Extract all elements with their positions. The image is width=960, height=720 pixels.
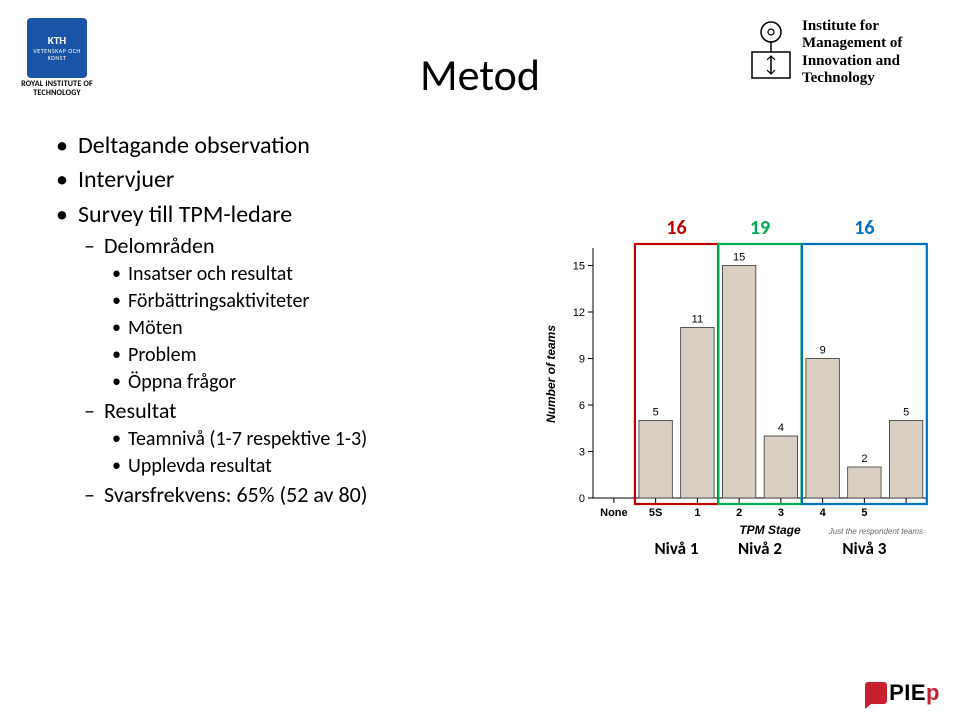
bullet-l3: Förbättringsaktiviteter <box>104 288 496 315</box>
bullet-l3: Problem <box>104 342 496 369</box>
bullet-l1: Survey till TPM-ledare Delområden Insats… <box>56 199 496 509</box>
piep-mark-icon <box>865 682 887 704</box>
svg-text:2: 2 <box>736 507 742 519</box>
svg-text:9: 9 <box>579 354 585 366</box>
tpm-stage-chart: 03691215Number of teamsNone5S12345511154… <box>535 210 935 560</box>
piep-accent: p <box>926 680 940 705</box>
bullet-l3: Upplevda resultat <box>104 453 496 480</box>
svg-text:Just the respondent teams: Just the respondent teams <box>828 527 923 536</box>
svg-text:16: 16 <box>666 216 686 240</box>
svg-text:Nivå 1: Nivå 1 <box>654 538 698 559</box>
svg-text:4: 4 <box>778 422 784 434</box>
svg-text:Nivå 2: Nivå 2 <box>738 538 782 559</box>
bullet-l3: Möten <box>104 315 496 342</box>
svg-text:19: 19 <box>750 216 770 240</box>
svg-text:15: 15 <box>733 252 745 264</box>
svg-text:5: 5 <box>653 407 659 419</box>
page-title: Metod <box>0 48 960 102</box>
svg-text:3: 3 <box>579 447 585 459</box>
svg-text:0: 0 <box>579 493 585 505</box>
bullet-l3: Teamnivå (1-7 respektive 1-3) <box>104 426 496 453</box>
svg-text:16: 16 <box>854 216 874 240</box>
svg-text:11: 11 <box>692 314 703 326</box>
bullet-l3: Insatser och resultat <box>104 261 496 288</box>
bullet-l1: Deltagande observation <box>56 130 496 162</box>
svg-text:9: 9 <box>820 345 826 357</box>
svg-text:TPM Stage: TPM Stage <box>739 523 801 537</box>
bullet-l3: Öppna frågor <box>104 369 496 396</box>
svg-text:5: 5 <box>861 507 867 519</box>
svg-text:12: 12 <box>573 307 585 319</box>
svg-text:5S: 5S <box>649 507 662 519</box>
svg-text:None: None <box>600 507 628 519</box>
bullet-l1: Intervjuer <box>56 164 496 196</box>
svg-text:2: 2 <box>861 453 867 465</box>
svg-text:Number of teams: Number of teams <box>544 325 558 423</box>
svg-text:15: 15 <box>573 261 585 273</box>
bullet-l2: Svarsfrekvens: 65% (52 av 80) <box>78 480 496 510</box>
bullet-l2: Delområden Insatser och resultat Förbätt… <box>78 231 496 396</box>
svg-text:1: 1 <box>694 507 700 519</box>
piep-logo: PIEp <box>865 680 940 706</box>
content-bullets: Deltagande observation Intervjuer Survey… <box>56 130 496 511</box>
svg-text:5: 5 <box>903 407 909 419</box>
svg-text:3: 3 <box>778 507 784 519</box>
kth-short: KTH <box>48 34 66 47</box>
bullet-l2: Resultat Teamnivå (1-7 respektive 1-3) U… <box>78 396 496 480</box>
svg-text:Nivå 3: Nivå 3 <box>842 538 886 559</box>
svg-text:6: 6 <box>579 400 585 412</box>
piep-text: PIE <box>889 680 926 705</box>
svg-text:4: 4 <box>820 507 827 519</box>
